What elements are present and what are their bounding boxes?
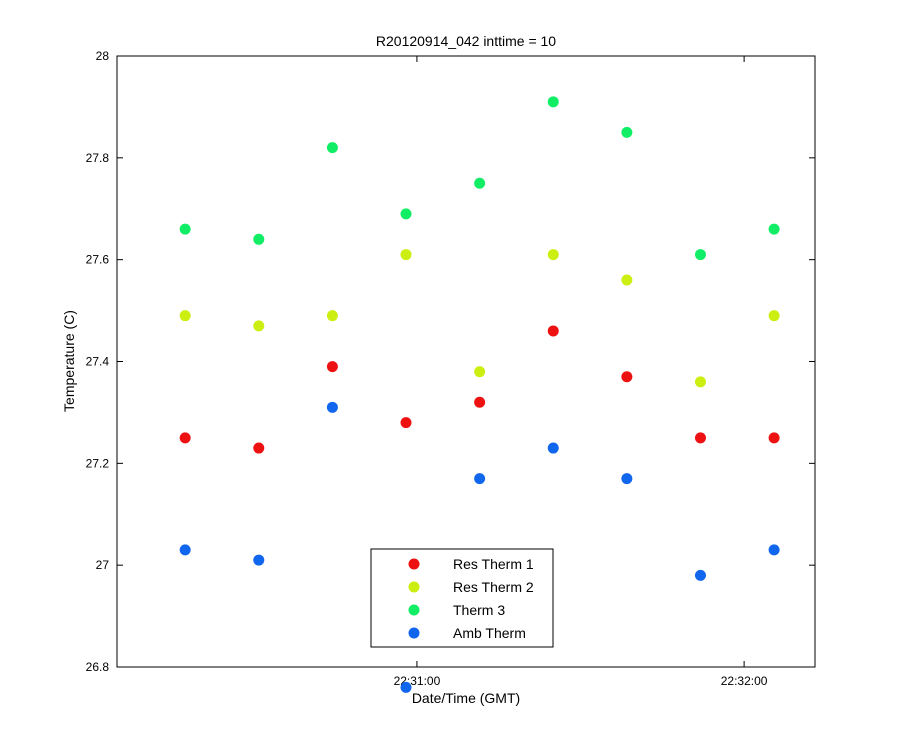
legend-label: Res Therm 1	[453, 556, 534, 572]
series-0	[179, 325, 780, 454]
legend-label: Res Therm 2	[453, 579, 534, 595]
x-tick-label: 22:32:00	[721, 674, 768, 688]
data-point	[547, 442, 559, 454]
y-axis-label: Temperature (C)	[61, 310, 77, 412]
data-point	[474, 396, 486, 408]
legend-marker	[408, 581, 420, 593]
x-axis-label: Date/Time (GMT)	[412, 690, 520, 706]
data-point	[694, 432, 706, 444]
chart-title: R20120914_042 inttime = 10	[376, 33, 556, 49]
y-tick-label: 26.8	[86, 660, 110, 674]
data-point	[768, 544, 780, 556]
legend-marker	[408, 627, 420, 639]
data-point	[547, 325, 559, 337]
data-point	[474, 473, 486, 485]
y-tick-label: 27.8	[86, 151, 110, 165]
data-point	[768, 432, 780, 444]
y-tick-label: 27.4	[86, 355, 110, 369]
data-point	[694, 249, 706, 261]
data-point	[253, 442, 265, 454]
series-3	[179, 401, 780, 693]
data-point	[621, 371, 633, 383]
y-tick-label: 27.2	[86, 456, 110, 470]
data-point	[768, 310, 780, 322]
y-tick-label: 27	[96, 558, 110, 572]
data-point	[179, 310, 191, 322]
data-point	[694, 376, 706, 388]
data-point	[474, 366, 486, 378]
data-point	[253, 233, 265, 245]
data-point	[400, 208, 412, 220]
data-point	[621, 274, 633, 286]
y-axis: 26.8 27 27.2 27.4 27.6 27.8 28	[86, 49, 815, 674]
y-tick-label: 28	[96, 49, 110, 63]
data-point	[326, 361, 338, 373]
legend-marker	[408, 604, 420, 616]
data-point	[474, 177, 486, 189]
data-point	[694, 569, 706, 581]
data-point	[179, 544, 191, 556]
data-point	[400, 249, 412, 261]
series-2	[179, 96, 780, 261]
legend-box	[370, 548, 554, 648]
legend-label: Amb Therm	[453, 625, 526, 641]
data-point	[621, 126, 633, 138]
legend-marker	[408, 558, 420, 570]
data-point	[179, 432, 191, 444]
data-point	[253, 320, 265, 332]
data-point	[326, 401, 338, 413]
data-point	[621, 473, 633, 485]
data-point	[400, 417, 412, 429]
data-point	[326, 310, 338, 322]
series-1	[179, 249, 780, 388]
data-point	[547, 249, 559, 261]
data-point	[253, 554, 265, 566]
data-point	[326, 142, 338, 154]
data-point	[547, 96, 559, 108]
legend: Res Therm 1 Res Therm 2 Therm 3 Amb Therm	[370, 548, 554, 648]
data-point	[768, 223, 780, 235]
data-point	[179, 223, 191, 235]
data-point	[400, 681, 412, 693]
y-tick-label: 27.6	[86, 253, 110, 267]
data-points	[179, 96, 780, 693]
legend-label: Therm 3	[453, 602, 505, 618]
x-tick-label: 22:31:00	[394, 674, 441, 688]
